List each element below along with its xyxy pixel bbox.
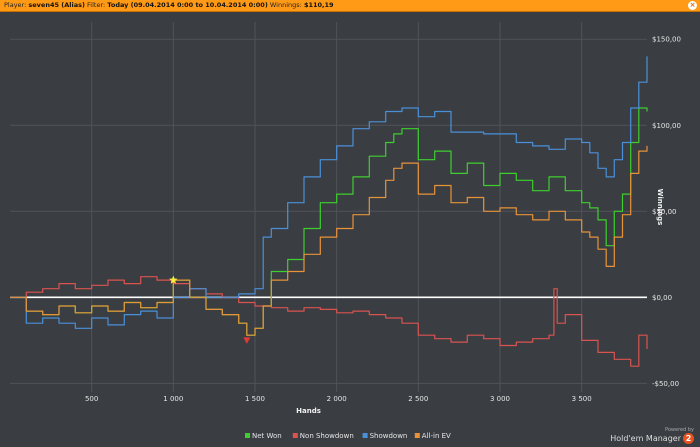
- x-tick-label: 2 000: [327, 395, 347, 403]
- plot-area: [10, 22, 647, 392]
- y-tick-label: $50,00: [652, 208, 677, 216]
- y-tick-label: $0,00: [652, 294, 672, 302]
- brand-name: Hold'em Manager: [610, 434, 681, 443]
- trough-marker-icon: [243, 337, 251, 344]
- legend-swatch-all-in-ev: [414, 433, 420, 438]
- legend-label-net-won: Net Won: [252, 432, 282, 440]
- x-tick-label: 500: [85, 395, 98, 403]
- series-line-non-showdown: [10, 276, 648, 367]
- header-bar: Player: seven45 (Alias) Filter: Today (0…: [0, 0, 700, 12]
- powered-by-text: Powered by: [665, 427, 694, 433]
- legend-label-showdown: Showdown: [370, 432, 408, 440]
- powered-by-block: Powered by Hold'em Manager 2: [610, 427, 694, 444]
- x-tick-label: 3 500: [572, 395, 592, 403]
- legend-label-all-in-ev: All-in EV: [422, 432, 451, 440]
- player-label: Player:: [4, 1, 27, 9]
- legend-swatch-non-showdown: [292, 433, 298, 438]
- x-tick-label: 1 000: [163, 395, 183, 403]
- filter-label: Filter:: [87, 1, 106, 9]
- peak-star-icon: [169, 275, 178, 284]
- brand-logo-icon: 2: [683, 433, 694, 444]
- filter-value: Today (09.04.2014 0:00 to 10.04.2014 0:0…: [107, 1, 268, 9]
- legend-swatch-showdown: [362, 433, 368, 438]
- y-tick-label: $150,00: [652, 36, 681, 44]
- winnings-value: $110,19: [303, 1, 334, 9]
- y-axis-label: Winnings: [656, 189, 664, 226]
- player-value: seven45 (Alias): [28, 1, 85, 9]
- series-line-showdown: [10, 56, 648, 329]
- x-axis-label: Hands: [296, 407, 321, 415]
- y-tick-label: -$50,00: [652, 380, 679, 388]
- close-button[interactable]: ×: [688, 1, 697, 10]
- y-tick-label: $100,00: [652, 122, 681, 130]
- series-line-all-in-ev: [10, 145, 648, 336]
- legend-swatch-net-won: [245, 433, 250, 438]
- x-tick-label: 2 500: [408, 395, 428, 403]
- winnings-label: Winnings:: [269, 1, 302, 9]
- x-tick-label: 3 000: [490, 395, 510, 403]
- x-tick-label: 1 500: [245, 395, 265, 403]
- legend-label-non-showdown: Non Showdown: [300, 432, 354, 440]
